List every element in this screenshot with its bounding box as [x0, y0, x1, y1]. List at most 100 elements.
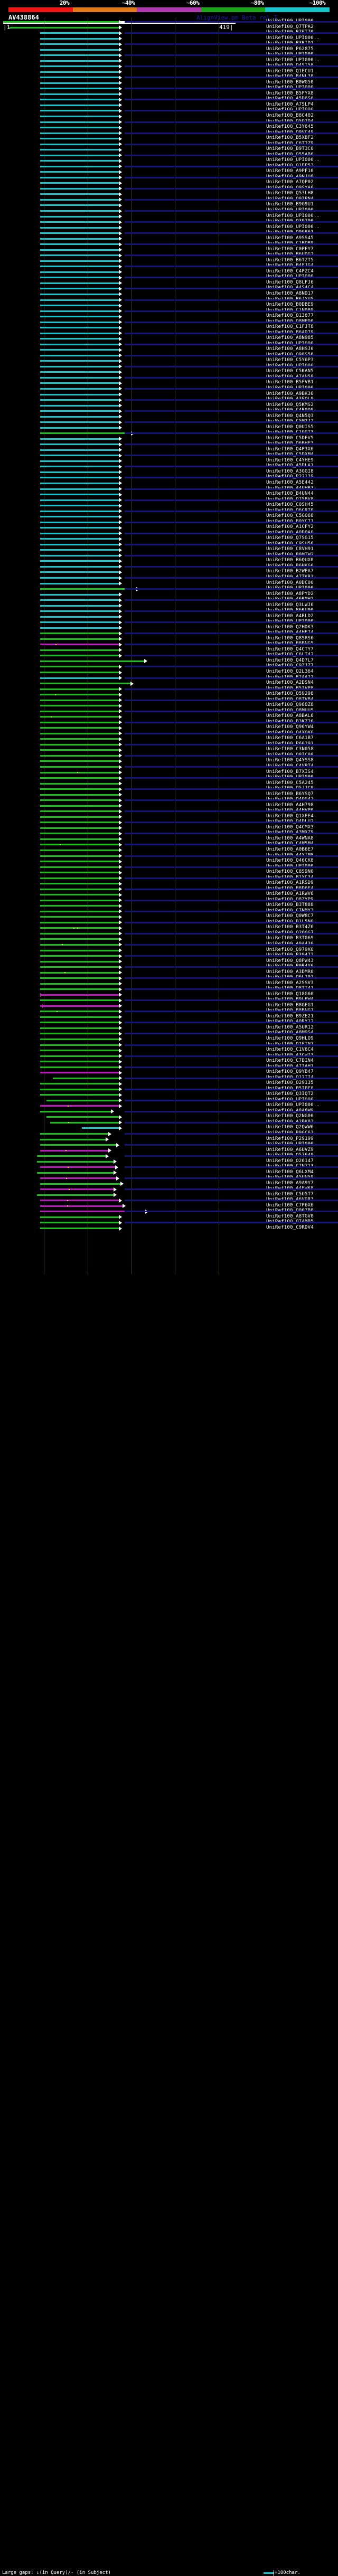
hsp-bar[interactable]: [10, 26, 119, 29]
hit-label[interactable]: UniRef100_Q7TPA2: [266, 24, 314, 30]
hsp-bar[interactable]: [40, 410, 119, 412]
hsp-bar[interactable]: [40, 749, 119, 751]
hit-label[interactable]: UniRef100_O59298: [266, 691, 314, 697]
hsp-bar[interactable]: [40, 365, 119, 367]
hit-label[interactable]: UniRef100_B3T888: [266, 902, 314, 908]
hsp-bar[interactable]: [40, 93, 119, 95]
hsp-bar[interactable]: [46, 1099, 119, 1101]
hsp-bar[interactable]: [40, 810, 119, 813]
hit-label[interactable]: UniRef100_A3DMR0: [266, 969, 314, 975]
hit-label[interactable]: UniRef100_Q2L364: [266, 669, 314, 674]
hsp-bar[interactable]: [40, 182, 119, 184]
hsp-bar[interactable]: [40, 204, 119, 206]
hit-label[interactable]: UniRef100_Q4CTY7: [266, 646, 314, 652]
hsp-bar[interactable]: [40, 727, 119, 729]
hsp-bar[interactable]: [40, 861, 119, 863]
hit-label[interactable]: UniRef100_C5G068: [266, 513, 314, 519]
hsp-bar[interactable]: [40, 1149, 108, 1152]
hsp-bar[interactable]: [40, 215, 119, 218]
hit-label[interactable]: UniRef100_A0DC00: [266, 580, 314, 586]
hsp-bar[interactable]: [40, 521, 119, 523]
hsp-bar[interactable]: [40, 621, 119, 624]
hsp-bar[interactable]: [40, 571, 119, 573]
hsp-bar[interactable]: [40, 371, 119, 373]
hit-label[interactable]: UniRef100_C0PFY7: [266, 246, 314, 252]
hsp-bar[interactable]: [40, 549, 119, 551]
hsp-bar[interactable]: [46, 1116, 119, 1118]
hsp-bar[interactable]: [40, 221, 119, 223]
hsp-bar[interactable]: [40, 1133, 108, 1135]
hit-label[interactable]: UniRef100_A1RSD9: [266, 880, 314, 886]
hsp-bar[interactable]: [40, 210, 119, 212]
hsp-bar[interactable]: [40, 1022, 119, 1024]
hsp-bar[interactable]: [40, 444, 119, 446]
hsp-bar[interactable]: [40, 688, 119, 690]
hsp-bar[interactable]: [40, 1044, 119, 1046]
hsp-bar[interactable]: [40, 460, 119, 462]
hsp-bar[interactable]: [40, 199, 119, 201]
hsp-bar[interactable]: [40, 154, 119, 156]
hit-label[interactable]: UniRef100_A9BK30: [266, 391, 314, 397]
hsp-bar[interactable]: [40, 321, 119, 323]
hsp-bar[interactable]: [40, 1055, 119, 1057]
hsp-bar[interactable]: [40, 121, 119, 123]
hit-label[interactable]: UniRef100_Q4N5Q3: [266, 413, 314, 419]
hsp-bar[interactable]: [40, 910, 119, 912]
hit-label[interactable]: UniRef100_C8S9N0: [266, 869, 314, 875]
hsp-bar[interactable]: [40, 538, 119, 540]
hsp-bar[interactable]: [40, 960, 119, 963]
hsp-bar[interactable]: [40, 482, 119, 484]
hit-label[interactable]: UniRef100_Q4D7L7: [266, 657, 314, 663]
hsp-bar[interactable]: [40, 777, 119, 779]
hit-label[interactable]: UniRef100_A6UVZ9: [266, 1147, 314, 1153]
hsp-bar[interactable]: [40, 710, 119, 712]
hsp-bar[interactable]: [40, 1188, 114, 1191]
hsp-bar[interactable]: [40, 455, 119, 457]
hsp-bar[interactable]: [40, 794, 119, 796]
hit-label[interactable]: UniRef100_B9T3C0: [266, 146, 314, 152]
hsp-bar[interactable]: [40, 988, 119, 990]
hit-label[interactable]: UniRef100_P62875: [266, 46, 314, 52]
hit-label[interactable]: UniRef100_B8GEG1: [266, 1002, 314, 1008]
hsp-bar[interactable]: [40, 932, 119, 935]
hsp-bar[interactable]: [40, 60, 119, 62]
hsp-bar[interactable]: [40, 293, 119, 295]
hsp-bar[interactable]: [40, 760, 119, 762]
hsp-bar[interactable]: [40, 1105, 119, 1107]
hsp-bar[interactable]: [40, 532, 119, 534]
hsp-bar[interactable]: [40, 610, 119, 612]
hsp-bar[interactable]: [40, 494, 119, 496]
hit-label[interactable]: UniRef100_B5FYX8: [266, 90, 314, 96]
hit-label[interactable]: UniRef100_UPI000..: [266, 157, 320, 163]
hit-label[interactable]: UniRef100_A5E442: [266, 479, 314, 485]
hsp-bar[interactable]: [40, 827, 119, 829]
hsp-bar[interactable]: [40, 1216, 119, 1218]
hsp-bar[interactable]: [40, 393, 119, 395]
hsp-bar[interactable]: [40, 1005, 119, 1007]
hsp-bar[interactable]: [40, 488, 119, 490]
hsp-bar[interactable]: [53, 1077, 119, 1079]
hit-label[interactable]: UniRef100_B5FVB1: [266, 380, 314, 385]
hsp-bar[interactable]: [40, 1066, 119, 1068]
hsp-bar[interactable]: [40, 577, 119, 579]
hsp-bar[interactable]: [40, 1033, 119, 1035]
hit-label[interactable]: UniRef100_C5U5T7: [266, 1191, 314, 1197]
hsp-bar[interactable]: [40, 805, 119, 807]
hsp-bar[interactable]: [40, 49, 119, 51]
hsp-bar[interactable]: [40, 104, 119, 106]
hit-label[interactable]: UniRef100_A9A9Y7: [266, 1180, 314, 1186]
hsp-bar[interactable]: [40, 1050, 119, 1052]
hit-label[interactable]: UniRef100_C3Y645: [266, 124, 314, 130]
hit-label[interactable]: UniRef100_Q979K0: [266, 947, 314, 952]
hsp-bar[interactable]: [40, 655, 119, 657]
hsp-bar[interactable]: [40, 449, 119, 451]
hsp-bar[interactable]: [40, 888, 119, 890]
hsp-bar[interactable]: [40, 866, 119, 868]
hsp-bar[interactable]: [40, 382, 119, 384]
hsp-bar[interactable]: [40, 416, 119, 418]
hsp-bar[interactable]: [40, 360, 119, 362]
hit-label[interactable]: UniRef100_A7SLP4: [266, 101, 314, 107]
hit-label[interactable]: UniRef100_B3T069: [266, 936, 314, 941]
hsp-bar[interactable]: [40, 943, 119, 946]
hsp-bar[interactable]: [40, 254, 119, 257]
